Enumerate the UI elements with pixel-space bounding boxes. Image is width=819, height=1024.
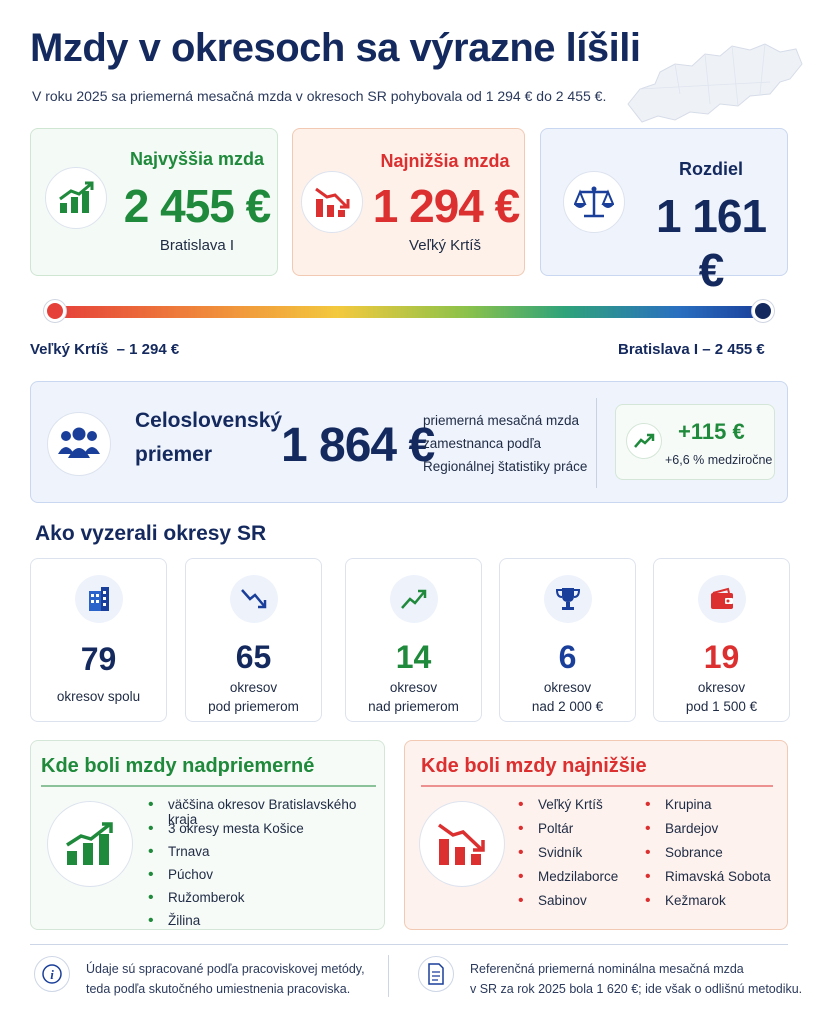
- stat-number: 65: [235, 639, 272, 675]
- stat-text: okresov: [697, 680, 746, 695]
- stat-text: okresov: [543, 680, 592, 695]
- list-item: väčšina okresov Bratislavského kraja: [148, 796, 384, 827]
- stat-text: pod priemerom: [208, 699, 299, 714]
- lowest-wages-title: Kde boli mzdy najnižšie: [421, 755, 647, 777]
- stat-card-total: 79 okresov spolu: [30, 558, 167, 722]
- footer-note-line: Údaje sú spracované podľa pracoviskovej …: [86, 962, 365, 976]
- document-icon: [418, 956, 454, 992]
- national-average-label: Celoslovenský priemer: [135, 409, 283, 466]
- chart-down-icon: [301, 171, 363, 233]
- national-average-card: Celoslovenský priemer 1 864 € priemerná …: [30, 381, 788, 503]
- stat-text: okresov: [389, 680, 438, 695]
- stat-card-below-average: 65 okresov pod priemerom: [185, 558, 322, 722]
- above-average-box: Kde boli mzdy nadpriemerné väčšina okres…: [30, 740, 385, 930]
- footer-note-reference: Referenčná priemerná nominálna mesačná m…: [470, 959, 802, 999]
- footer-note-line: Referenčná priemerná nominálna mesačná m…: [470, 962, 744, 976]
- list-item: Rimavská Sobota: [645, 868, 771, 886]
- list-item: Svidník: [518, 844, 582, 862]
- national-average-value: 1 864 €: [281, 419, 435, 472]
- difference-card: Rozdiel 1 161 €: [540, 128, 788, 296]
- footer-note-method: Údaje sú spracované podľa pracoviskovej …: [86, 959, 365, 999]
- list-item: Púchov: [148, 866, 213, 884]
- stat-number: 6: [558, 639, 577, 675]
- trend-down-icon: [230, 575, 278, 623]
- lowest-wage-place: Veľký Krtíš: [409, 237, 481, 254]
- range-min-dot: [44, 300, 66, 322]
- districts-section-title: Ako vyzerali okresy SR: [35, 522, 267, 545]
- people-icon: [47, 412, 111, 476]
- list-item: Trnava: [148, 843, 209, 861]
- yearly-change-percent: +6,6 % medziročne: [665, 453, 773, 467]
- chart-up-icon: [45, 167, 107, 229]
- building-icon: [75, 575, 123, 623]
- chart-up-icon: [47, 801, 133, 887]
- footer-note-line: v SR za rok 2025 bola 1 620 €; ide však …: [470, 982, 803, 996]
- list-item: Poltár: [518, 820, 573, 838]
- scale-icon: [563, 171, 625, 233]
- range-min-label: Veľký Krtíš – 1 294 €: [30, 341, 180, 358]
- stat-number: 14: [395, 639, 432, 675]
- highest-wage-label: Najvyššia mzda: [129, 149, 265, 169]
- list-item: Sobrance: [645, 844, 723, 862]
- stat-number: 19: [703, 639, 740, 675]
- info-icon: i: [34, 956, 70, 992]
- stat-text: nad 2 000 €: [531, 699, 604, 714]
- list-item: Medzilaborce: [518, 868, 618, 886]
- lowest-wages-box: Kde boli mzdy najnižšie Veľký Krtíš Polt…: [404, 740, 788, 930]
- lowest-wage-label: Najnižšia mzda: [380, 151, 510, 171]
- slovakia-map-icon: [627, 43, 803, 123]
- stat-text: nad priemerom: [368, 699, 459, 714]
- difference-label: Rozdiel: [678, 159, 743, 179]
- lowest-wage-card: Najnižšia mzda 1 294 € Veľký Krtíš: [292, 128, 525, 276]
- list-item: Kežmarok: [645, 892, 726, 910]
- stat-text: okresov spolu: [56, 689, 141, 704]
- range-max-label: Bratislava I – 2 455 €: [618, 341, 765, 358]
- footer-divider: [30, 944, 788, 945]
- lowest-wage-value: 1 294 €: [372, 180, 520, 232]
- highest-wage-value: 2 455 €: [123, 180, 271, 232]
- title-underline: [421, 785, 773, 787]
- list-item: 3 okresy mesta Košice: [148, 820, 304, 838]
- yearly-change-box: +115 € +6,6 % medziročne: [615, 404, 775, 480]
- highest-wage-card: Najvyššia mzda 2 455 € Bratislava I: [30, 128, 278, 276]
- national-average-description: priemerná mesačná mzda zamestnanca podľa…: [423, 413, 588, 474]
- list-item: Krupina: [645, 796, 711, 814]
- wallet-icon: [698, 575, 746, 623]
- highest-wage-place: Bratislava I: [159, 237, 235, 254]
- stat-text: pod 1 500 €: [685, 699, 758, 714]
- page-subtitle: V roku 2025 sa priemerná mesačná mzda v …: [32, 88, 607, 104]
- list-item: Bardejov: [645, 820, 718, 838]
- trend-up-icon: [390, 575, 438, 623]
- list-item: Žilina: [148, 912, 200, 930]
- trend-up-icon: [626, 423, 662, 459]
- list-item: Sabinov: [518, 892, 587, 910]
- stat-card-above-average: 14 okresov nad priemerom: [345, 558, 482, 722]
- range-max-dot: [752, 300, 774, 322]
- page-title: Mzdy v okresoch sa výrazne líšili: [30, 26, 641, 70]
- divider: [596, 398, 597, 488]
- list-item: Veľký Krtíš: [518, 796, 603, 814]
- wage-range-bar: [55, 306, 763, 318]
- yearly-change-value: +115 €: [678, 419, 745, 444]
- stat-card-under-1500: 19 okresov pod 1 500 €: [653, 558, 790, 722]
- trophy-icon: [544, 575, 592, 623]
- stat-card-over-2000: 6 okresov nad 2 000 €: [499, 558, 636, 722]
- title-underline: [41, 785, 376, 787]
- footer-separator: [388, 955, 389, 997]
- footer-note-line: teda podľa skutočného umiestnenia pracov…: [86, 982, 351, 996]
- stat-text: okresov: [229, 680, 278, 695]
- list-item: Ružomberok: [148, 889, 244, 907]
- above-average-title: Kde boli mzdy nadpriemerné: [41, 755, 315, 777]
- svg-text:i: i: [50, 967, 54, 982]
- chart-down-icon: [419, 801, 505, 887]
- stat-number: 79: [80, 641, 117, 677]
- difference-value: 1 161 €: [655, 190, 767, 296]
